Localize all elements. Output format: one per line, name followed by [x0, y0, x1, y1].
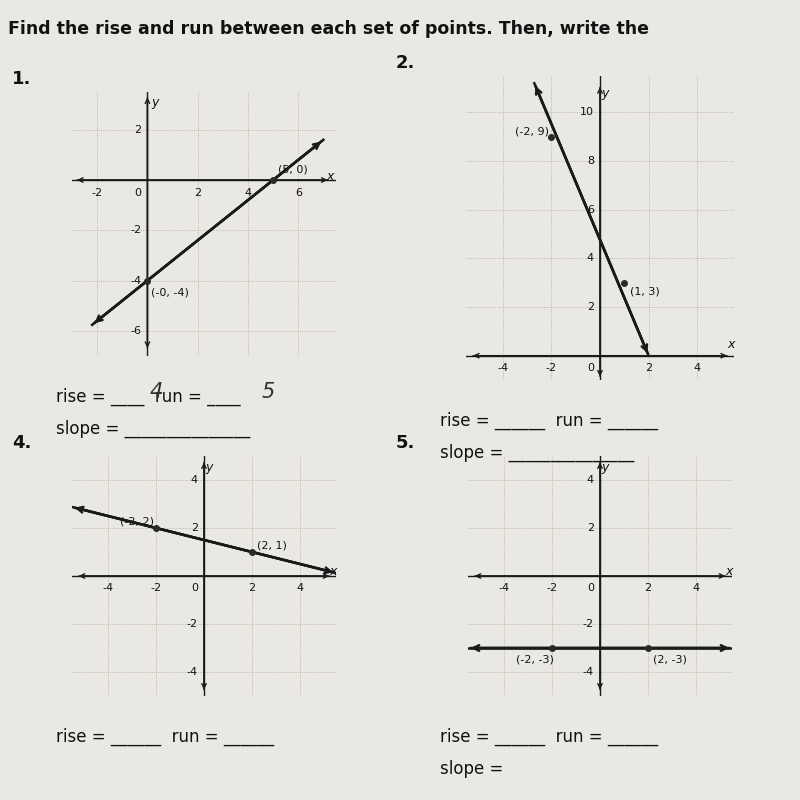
- Text: rise = ____  run = ____: rise = ____ run = ____: [56, 388, 241, 406]
- Text: 6: 6: [587, 205, 594, 214]
- Text: Find the rise and run between each set of points. Then, write the: Find the rise and run between each set o…: [8, 20, 649, 38]
- Text: 4: 4: [191, 475, 198, 485]
- Text: y: y: [602, 461, 609, 474]
- Text: 4: 4: [245, 187, 251, 198]
- Text: y: y: [602, 87, 609, 100]
- Text: 0: 0: [191, 583, 198, 594]
- Text: -2: -2: [187, 619, 198, 629]
- Text: y: y: [151, 95, 158, 109]
- Text: (2, -3): (2, -3): [653, 654, 686, 664]
- Text: -4: -4: [583, 667, 594, 677]
- Text: -2: -2: [546, 583, 558, 594]
- Text: x: x: [727, 338, 734, 351]
- Text: 8: 8: [586, 156, 594, 166]
- Text: (-2, -3): (-2, -3): [516, 654, 554, 664]
- Text: 2: 2: [191, 523, 198, 533]
- Text: 4: 4: [150, 382, 162, 402]
- Text: 2: 2: [134, 125, 141, 134]
- Text: (-2, 2): (-2, 2): [120, 517, 154, 526]
- Text: rise = ______  run = ______: rise = ______ run = ______: [440, 412, 658, 430]
- Text: rise = ______  run = ______: rise = ______ run = ______: [440, 728, 658, 746]
- Text: slope = _______________: slope = _______________: [56, 420, 250, 438]
- Text: x: x: [330, 565, 337, 578]
- Text: 4: 4: [693, 583, 699, 594]
- Text: 2: 2: [587, 523, 594, 533]
- Text: 5.: 5.: [396, 434, 415, 452]
- Text: 5: 5: [262, 382, 274, 402]
- Text: -2: -2: [546, 363, 557, 373]
- Text: y: y: [206, 461, 213, 474]
- Text: 4.: 4.: [12, 434, 31, 452]
- Text: 2: 2: [586, 302, 594, 312]
- Text: -4: -4: [497, 363, 508, 373]
- Text: x: x: [726, 565, 733, 578]
- Text: -4: -4: [130, 275, 141, 286]
- Text: 2: 2: [645, 583, 651, 594]
- Text: (2, 1): (2, 1): [257, 541, 286, 550]
- Text: (1, 3): (1, 3): [630, 287, 660, 297]
- Text: (-2, 9): (-2, 9): [515, 126, 549, 136]
- Text: 0: 0: [587, 583, 594, 594]
- Text: slope = _______________: slope = _______________: [440, 444, 634, 462]
- Text: -2: -2: [583, 619, 594, 629]
- Text: (-0, -4): (-0, -4): [151, 288, 189, 298]
- Text: rise = ______  run = ______: rise = ______ run = ______: [56, 728, 274, 746]
- Text: 2: 2: [249, 583, 255, 594]
- Text: 4: 4: [297, 583, 303, 594]
- Text: -2: -2: [91, 187, 102, 198]
- Text: 1.: 1.: [12, 70, 31, 88]
- Text: 0: 0: [134, 187, 141, 198]
- Text: 10: 10: [580, 107, 594, 118]
- Text: 6: 6: [294, 187, 302, 198]
- Text: 4: 4: [587, 475, 594, 485]
- Text: 4: 4: [694, 363, 701, 373]
- Text: 4: 4: [586, 254, 594, 263]
- Text: -2: -2: [150, 583, 162, 594]
- Text: 2: 2: [645, 363, 652, 373]
- Text: -4: -4: [187, 667, 198, 677]
- Text: -4: -4: [498, 583, 510, 594]
- Text: x: x: [326, 170, 334, 183]
- Text: (5, 0): (5, 0): [278, 165, 308, 174]
- Text: -4: -4: [102, 583, 114, 594]
- Text: -2: -2: [130, 226, 141, 235]
- Text: 2.: 2.: [396, 54, 415, 72]
- Text: -6: -6: [130, 326, 141, 336]
- Text: 0: 0: [587, 363, 594, 373]
- Text: 2: 2: [194, 187, 202, 198]
- Text: slope =: slope =: [440, 760, 503, 778]
